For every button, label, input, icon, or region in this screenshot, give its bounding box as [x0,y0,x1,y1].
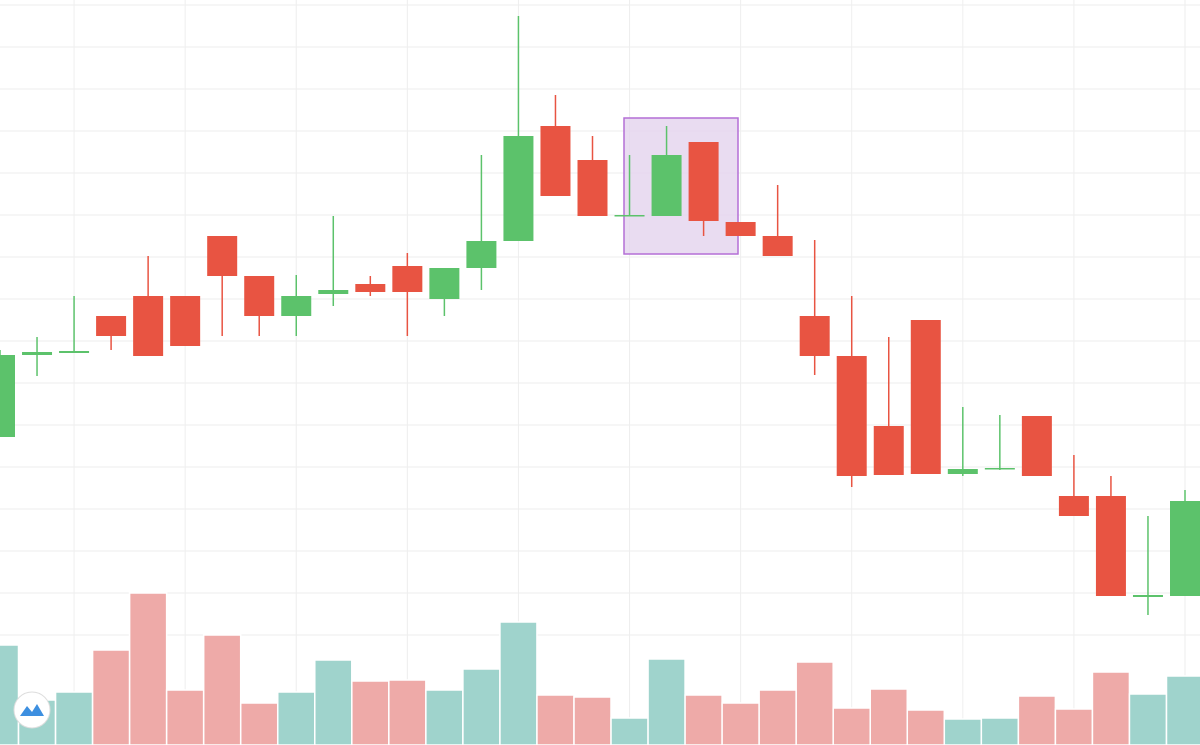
volume-bar [239,702,279,745]
volume-bar [1128,693,1168,745]
volume-bar [54,691,94,745]
candle-body [244,276,275,316]
candle-body [355,284,386,292]
candle-body [1170,501,1200,596]
volume-bar [314,659,353,745]
candle-body [318,290,349,294]
volume-bar [462,668,501,745]
volume-bar [573,696,612,745]
volume-bar [128,592,168,745]
candle-body [836,356,867,476]
volume-bar [536,694,575,745]
volume-bar [906,709,946,745]
volume-bar [425,689,464,745]
candle-body [96,316,127,336]
candle-body [540,126,571,196]
candle-layer [0,16,1200,615]
candle-body [207,236,238,276]
candle-body [466,241,497,268]
candle-body [1132,595,1163,597]
logo[interactable] [13,691,51,729]
candle-body [59,351,90,353]
volume-bar [1017,695,1057,745]
candle-body [429,268,460,299]
volume-bar [1054,708,1094,745]
volume-bar [758,689,797,745]
candle-body [577,160,608,216]
volume-bar [202,634,242,745]
candle-body [22,352,53,355]
volume-bar [499,621,538,745]
logo-circle[interactable] [13,691,51,729]
candle-body [651,155,682,216]
candle-body [725,222,756,236]
candle-body [947,469,978,474]
candle-body [873,426,904,475]
volume-bar [869,688,908,745]
volume-bar [351,680,390,745]
candle-body [614,215,645,217]
volume-bar [388,679,427,745]
candle-body [1095,496,1126,596]
candle-body [1021,416,1052,476]
volume-bar [647,658,686,745]
candle-body [688,142,719,221]
volume-bar [721,702,760,745]
candle-body [281,296,312,316]
candle-body [984,468,1015,470]
volume-bar [1091,671,1131,745]
volume-bar [1165,675,1200,745]
volume-bar [165,689,205,745]
volume-bar [0,644,20,745]
volume-bar [832,707,871,745]
candle-body [170,296,201,346]
candle-body [762,236,793,256]
volume-bar [610,717,649,745]
volume-bar [943,718,983,745]
volume-bar [684,694,723,745]
volume-bar [795,661,834,745]
candle-body [503,136,534,241]
candle-body [133,296,164,356]
candle-body [910,320,941,474]
volume-bar [91,649,131,745]
volume-bar [980,717,1020,745]
candle-body [0,355,15,437]
volume-layer [0,592,1200,745]
candle-body [1058,496,1089,516]
volume-bar [277,691,316,745]
candle-body [392,266,423,292]
logo-icon[interactable] [20,704,44,716]
candle-body [799,316,830,356]
